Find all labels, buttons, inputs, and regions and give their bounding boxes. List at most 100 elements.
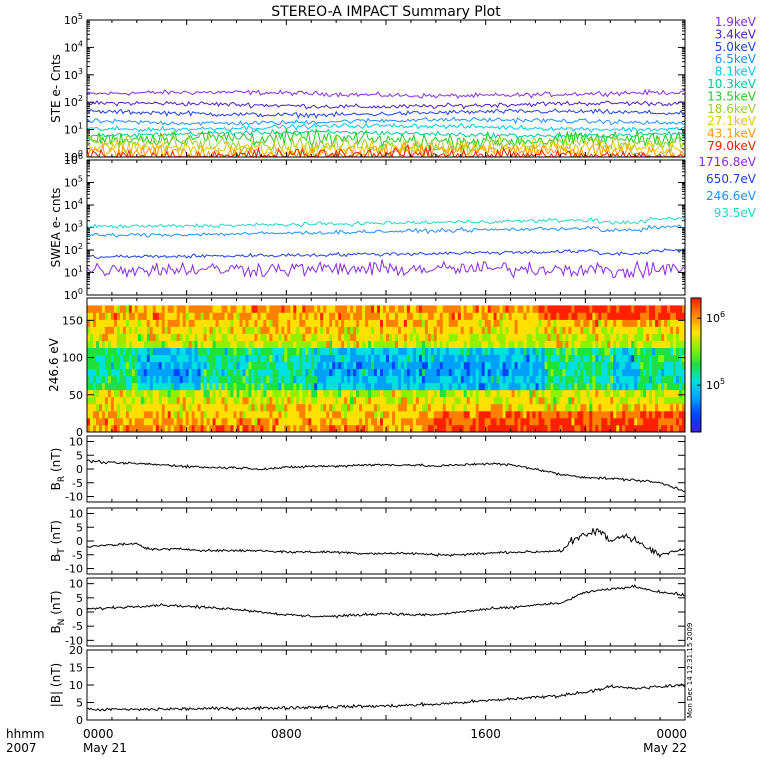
heatmap-cell: [577, 368, 581, 377]
heatmap-cell: [266, 403, 270, 412]
heatmap-cell: [574, 326, 578, 334]
heatmap-cell: [502, 312, 506, 320]
heatmap-cell: [320, 333, 324, 341]
heatmap-cell: [242, 326, 246, 334]
heatmap-cell: [290, 361, 294, 370]
heatmap-cell: [218, 347, 222, 355]
heatmap-cell: [344, 410, 348, 419]
heatmap-cell: [371, 410, 375, 419]
heatmap-cell: [499, 382, 503, 391]
heatmap-cell: [263, 361, 267, 370]
heatmap-cell: [368, 410, 372, 419]
heatmap-cell: [242, 312, 246, 320]
heatmap-cell: [230, 354, 234, 363]
heatmap-cell: [502, 333, 506, 341]
heatmap-cell: [320, 312, 324, 320]
heatmap-cell: [134, 382, 139, 391]
heatmap-cell: [613, 382, 617, 391]
heatmap-cell: [395, 396, 399, 405]
heatmap-cell: [439, 425, 444, 433]
heatmap-cell: [362, 368, 366, 377]
heatmap-cell: [269, 417, 273, 426]
heatmap-cell: [302, 425, 306, 433]
heatmap-cell: [350, 354, 354, 363]
heatmap-cell: [427, 389, 432, 398]
heatmap-cell: [386, 312, 390, 320]
heatmap-cell: [281, 403, 285, 412]
heatmap-cell: [664, 354, 668, 363]
heatmap-cell: [559, 389, 563, 398]
heatmap-cell: [448, 361, 453, 370]
heatmap-cell: [224, 347, 228, 355]
heatmap-cell: [317, 417, 321, 426]
heatmap-cell: [143, 312, 148, 320]
heatmap-cell: [203, 347, 207, 355]
heatmap-cell: [544, 340, 548, 348]
heatmap-cell: [535, 319, 539, 327]
heatmap-cell: [149, 417, 154, 426]
heatmap-cell: [269, 319, 273, 327]
heatmap-cell: [383, 425, 387, 433]
heatmap-cell: [341, 375, 345, 384]
heatmap-cell: [409, 333, 414, 341]
heatmap-cell: [502, 361, 506, 370]
heatmap-cell: [619, 403, 623, 412]
heatmap-cell: [119, 375, 124, 384]
heatmap-cell: [308, 389, 312, 398]
heatmap-cell: [212, 354, 216, 363]
heatmap-cell: [332, 347, 336, 355]
heatmap-cell: [161, 305, 166, 313]
heatmap-cell: [254, 333, 258, 341]
heatmap-cell: [215, 354, 219, 363]
heatmap-cell: [409, 312, 414, 320]
heatmap-cell: [574, 396, 578, 405]
heatmap-cell: [266, 425, 270, 433]
heatmap-cell: [350, 375, 354, 384]
heatmap-cell: [562, 382, 566, 391]
heatmap-cell: [520, 425, 524, 433]
heatmap-cell: [424, 410, 429, 419]
heatmap-cell: [514, 368, 518, 377]
heatmap-cell: [182, 305, 187, 313]
heatmap-cell: [179, 312, 184, 320]
heatmap-cell: [595, 305, 599, 313]
heatmap-cell: [353, 333, 357, 341]
heatmap-cell: [284, 333, 288, 341]
heatmap-cell: [167, 340, 172, 348]
heatmap-cell: [200, 361, 204, 370]
heatmap-cell: [550, 340, 554, 348]
heatmap-cell: [595, 326, 599, 334]
heatmap-cell: [96, 425, 100, 433]
heatmap-cell: [487, 403, 492, 412]
heatmap-cell: [538, 333, 542, 341]
heatmap-cell: [287, 396, 291, 405]
heatmap-cell: [535, 305, 539, 313]
heatmap-cell: [454, 375, 459, 384]
heatmap-cell: [257, 375, 261, 384]
heatmap-cell: [317, 396, 321, 405]
heatmap-cell: [317, 319, 321, 327]
heatmap-cell: [122, 333, 127, 341]
heatmap-cell: [353, 425, 357, 433]
heatmap-cell: [670, 326, 674, 334]
heatmap-cell: [670, 403, 674, 412]
heatmap-cell: [472, 417, 477, 426]
series-line: [86, 116, 686, 127]
heatmap-cell: [445, 340, 450, 348]
heatmap-cell: [469, 410, 474, 419]
heatmap-cell: [406, 312, 411, 320]
heatmap-cell: [266, 319, 270, 327]
series-line: [86, 128, 686, 140]
heatmap-cell: [517, 319, 521, 327]
heatmap-cell: [90, 347, 94, 355]
heatmap-cell: [562, 340, 566, 348]
heatmap-cell: [460, 340, 465, 348]
heatmap-cell: [670, 347, 674, 355]
heatmap-cell: [269, 382, 273, 391]
heatmap-cell: [610, 319, 614, 327]
heatmap-cell: [347, 361, 351, 370]
heatmap-cell: [308, 396, 312, 405]
heatmap-cell: [517, 361, 521, 370]
heatmap-cell: [167, 326, 172, 334]
heatmap-cell: [128, 396, 133, 405]
